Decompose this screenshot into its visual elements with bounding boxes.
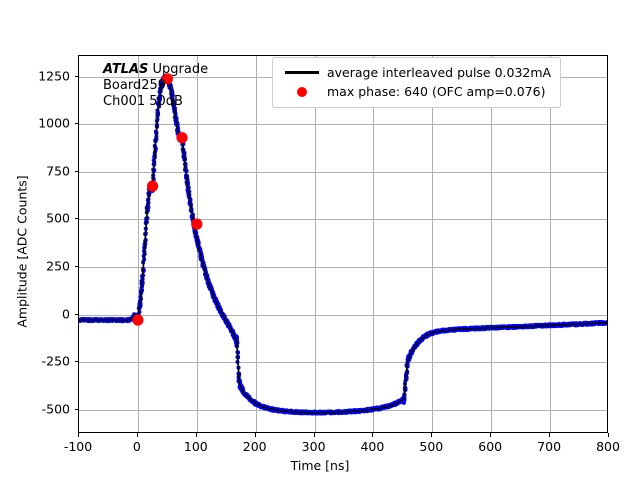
ytick-label: -250 bbox=[41, 353, 70, 369]
gridline-y-250 bbox=[79, 267, 607, 268]
xtick-label: 500 bbox=[419, 439, 444, 454]
xtick-mark bbox=[490, 433, 492, 437]
ytick-mark bbox=[74, 123, 78, 125]
xtick-label: 400 bbox=[360, 439, 385, 454]
xtick-mark bbox=[608, 433, 609, 437]
ytick-mark bbox=[74, 361, 78, 362]
x-axis-label: Time [ns] bbox=[290, 458, 350, 473]
plot-area bbox=[78, 55, 608, 433]
xtick-label: 600 bbox=[478, 439, 503, 454]
gridline-x-400 bbox=[373, 56, 375, 432]
gridline-y-m250 bbox=[79, 362, 607, 363]
ytick-label: 0 bbox=[62, 306, 70, 321]
xtick-mark bbox=[254, 433, 256, 437]
y-axis-label: Amplitude [ADC Counts] bbox=[14, 175, 30, 328]
xtick-mark bbox=[313, 433, 315, 437]
xtick-mark bbox=[195, 433, 197, 437]
ytick-label: -500 bbox=[41, 401, 70, 416]
xtick-mark bbox=[136, 433, 138, 437]
max-phase-marker bbox=[191, 218, 203, 230]
dot-swatch-icon bbox=[282, 86, 322, 97]
pulse-data-plot bbox=[79, 73, 607, 416]
legend-item-average-pulse: average interleaved pulse 0.032mA bbox=[282, 63, 551, 82]
average-pulse-line bbox=[79, 76, 607, 414]
xtick-label: 0 bbox=[132, 439, 141, 454]
xtick-label: 100 bbox=[183, 439, 208, 454]
ytick-label: 1000 bbox=[38, 115, 70, 131]
max-phase-marker bbox=[132, 314, 144, 326]
gridline-x-300 bbox=[314, 56, 316, 432]
ytick-mark bbox=[74, 75, 78, 77]
gridline-x-700 bbox=[550, 56, 552, 432]
xtick-label: -100 bbox=[63, 439, 93, 454]
gridline-x-200 bbox=[255, 56, 257, 432]
gridline-x-500 bbox=[432, 56, 434, 432]
ytick-mark bbox=[74, 408, 78, 410]
gridline-x-0 bbox=[137, 56, 139, 432]
gridline-y-500 bbox=[79, 219, 607, 221]
gridline-y-1000 bbox=[79, 124, 607, 126]
max-phase-marker-layer bbox=[132, 73, 203, 326]
ytick-mark bbox=[74, 170, 78, 172]
legend-label-max-phase: max phase: 640 (OFC amp=0.076) bbox=[327, 84, 546, 99]
gridline-y-0 bbox=[79, 314, 607, 316]
xtick-label: 300 bbox=[301, 439, 326, 454]
ytick-label: 1250 bbox=[38, 68, 70, 84]
legend-box: average interleaved pulse 0.032mA max ph… bbox=[272, 57, 562, 108]
xtick-label: 800 bbox=[596, 439, 620, 454]
legend-item-max-phase: max phase: 640 (OFC amp=0.076) bbox=[282, 82, 551, 101]
ytick-label: 750 bbox=[46, 163, 70, 179]
ytick-mark bbox=[74, 218, 78, 220]
max-phase-marker bbox=[176, 132, 188, 144]
xtick-mark bbox=[549, 433, 551, 437]
xtick-label: 200 bbox=[242, 439, 267, 454]
line-swatch-icon bbox=[282, 71, 322, 74]
gridline-y-750 bbox=[79, 171, 607, 173]
ytick-mark bbox=[74, 313, 78, 315]
ytick-mark bbox=[74, 266, 78, 267]
ytick-label: 500 bbox=[46, 210, 70, 226]
xtick-mark bbox=[78, 433, 79, 437]
xtick-mark bbox=[372, 433, 374, 437]
ytick-label: 250 bbox=[46, 258, 70, 274]
xtick-label: 700 bbox=[537, 439, 562, 454]
xtick-mark bbox=[431, 433, 433, 437]
max-phase-marker bbox=[161, 73, 173, 85]
legend-label-average-pulse: average interleaved pulse 0.032mA bbox=[327, 65, 552, 80]
max-phase-marker bbox=[147, 180, 159, 192]
sample-scatter-layer bbox=[79, 74, 607, 416]
gridline-x-600 bbox=[491, 56, 493, 432]
